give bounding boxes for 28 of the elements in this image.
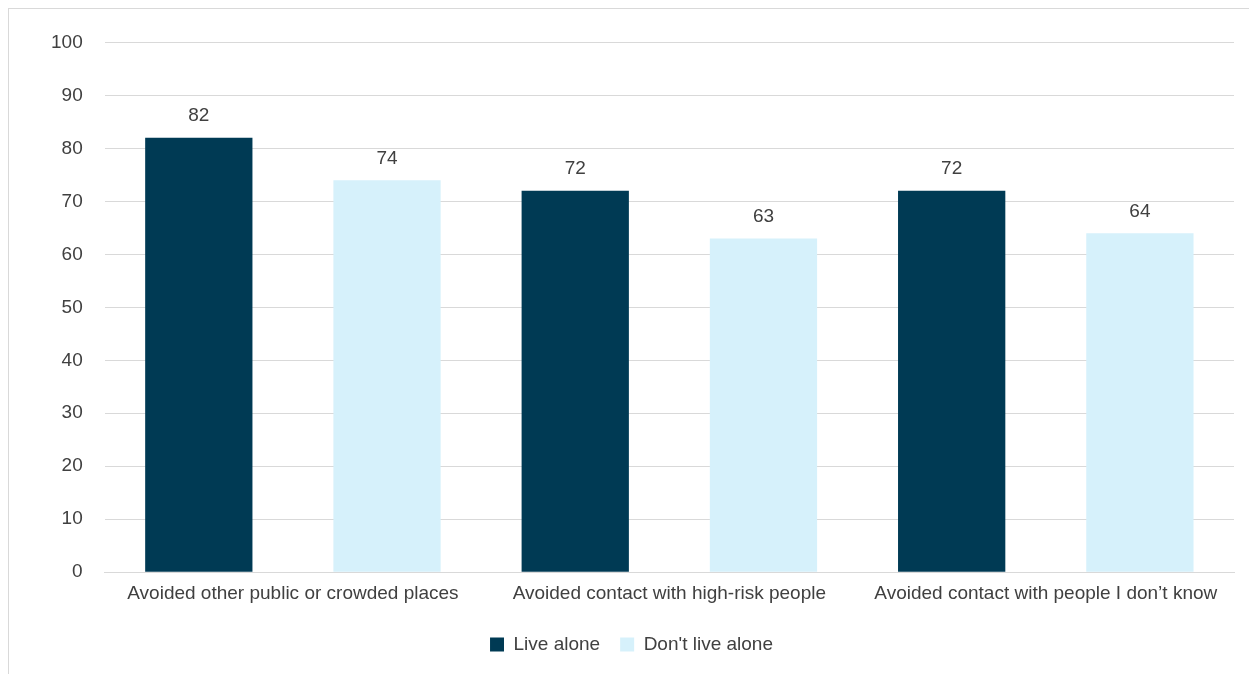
legend-label: Live alone [513,632,601,654]
y-tick-label: 0 [72,560,83,582]
y-tick-label: 50 [61,295,83,317]
bar [709,238,818,572]
y-tick-label: 40 [61,348,83,370]
legend-label: Don't live alone [643,632,773,654]
y-tick-label: 60 [61,242,83,264]
y-tick-label: 100 [51,30,83,52]
data-label: 64 [1129,199,1151,221]
y-tick-label: 80 [61,136,83,158]
data-label: 82 [188,104,210,126]
bar [145,137,253,572]
data-label: 72 [941,157,963,179]
data-label: 63 [752,205,775,227]
y-tick-label: 90 [61,83,83,105]
y-tick-label: 20 [61,454,83,476]
y-tick-label: 10 [61,507,83,529]
bar [1086,233,1194,572]
y-tick-label: 70 [61,189,83,211]
bar [898,190,1006,572]
bar [333,180,441,572]
y-tick-label: 30 [61,401,83,423]
data-label: 72 [564,157,586,179]
data-label: 74 [376,146,399,168]
bar [521,190,629,572]
x-tick-label: Avoided contact with people I don’t know [874,581,1218,603]
x-tick-label: Avoided other public or crowded places [127,581,459,603]
x-tick-label: Avoided contact with high-risk people [512,581,827,603]
